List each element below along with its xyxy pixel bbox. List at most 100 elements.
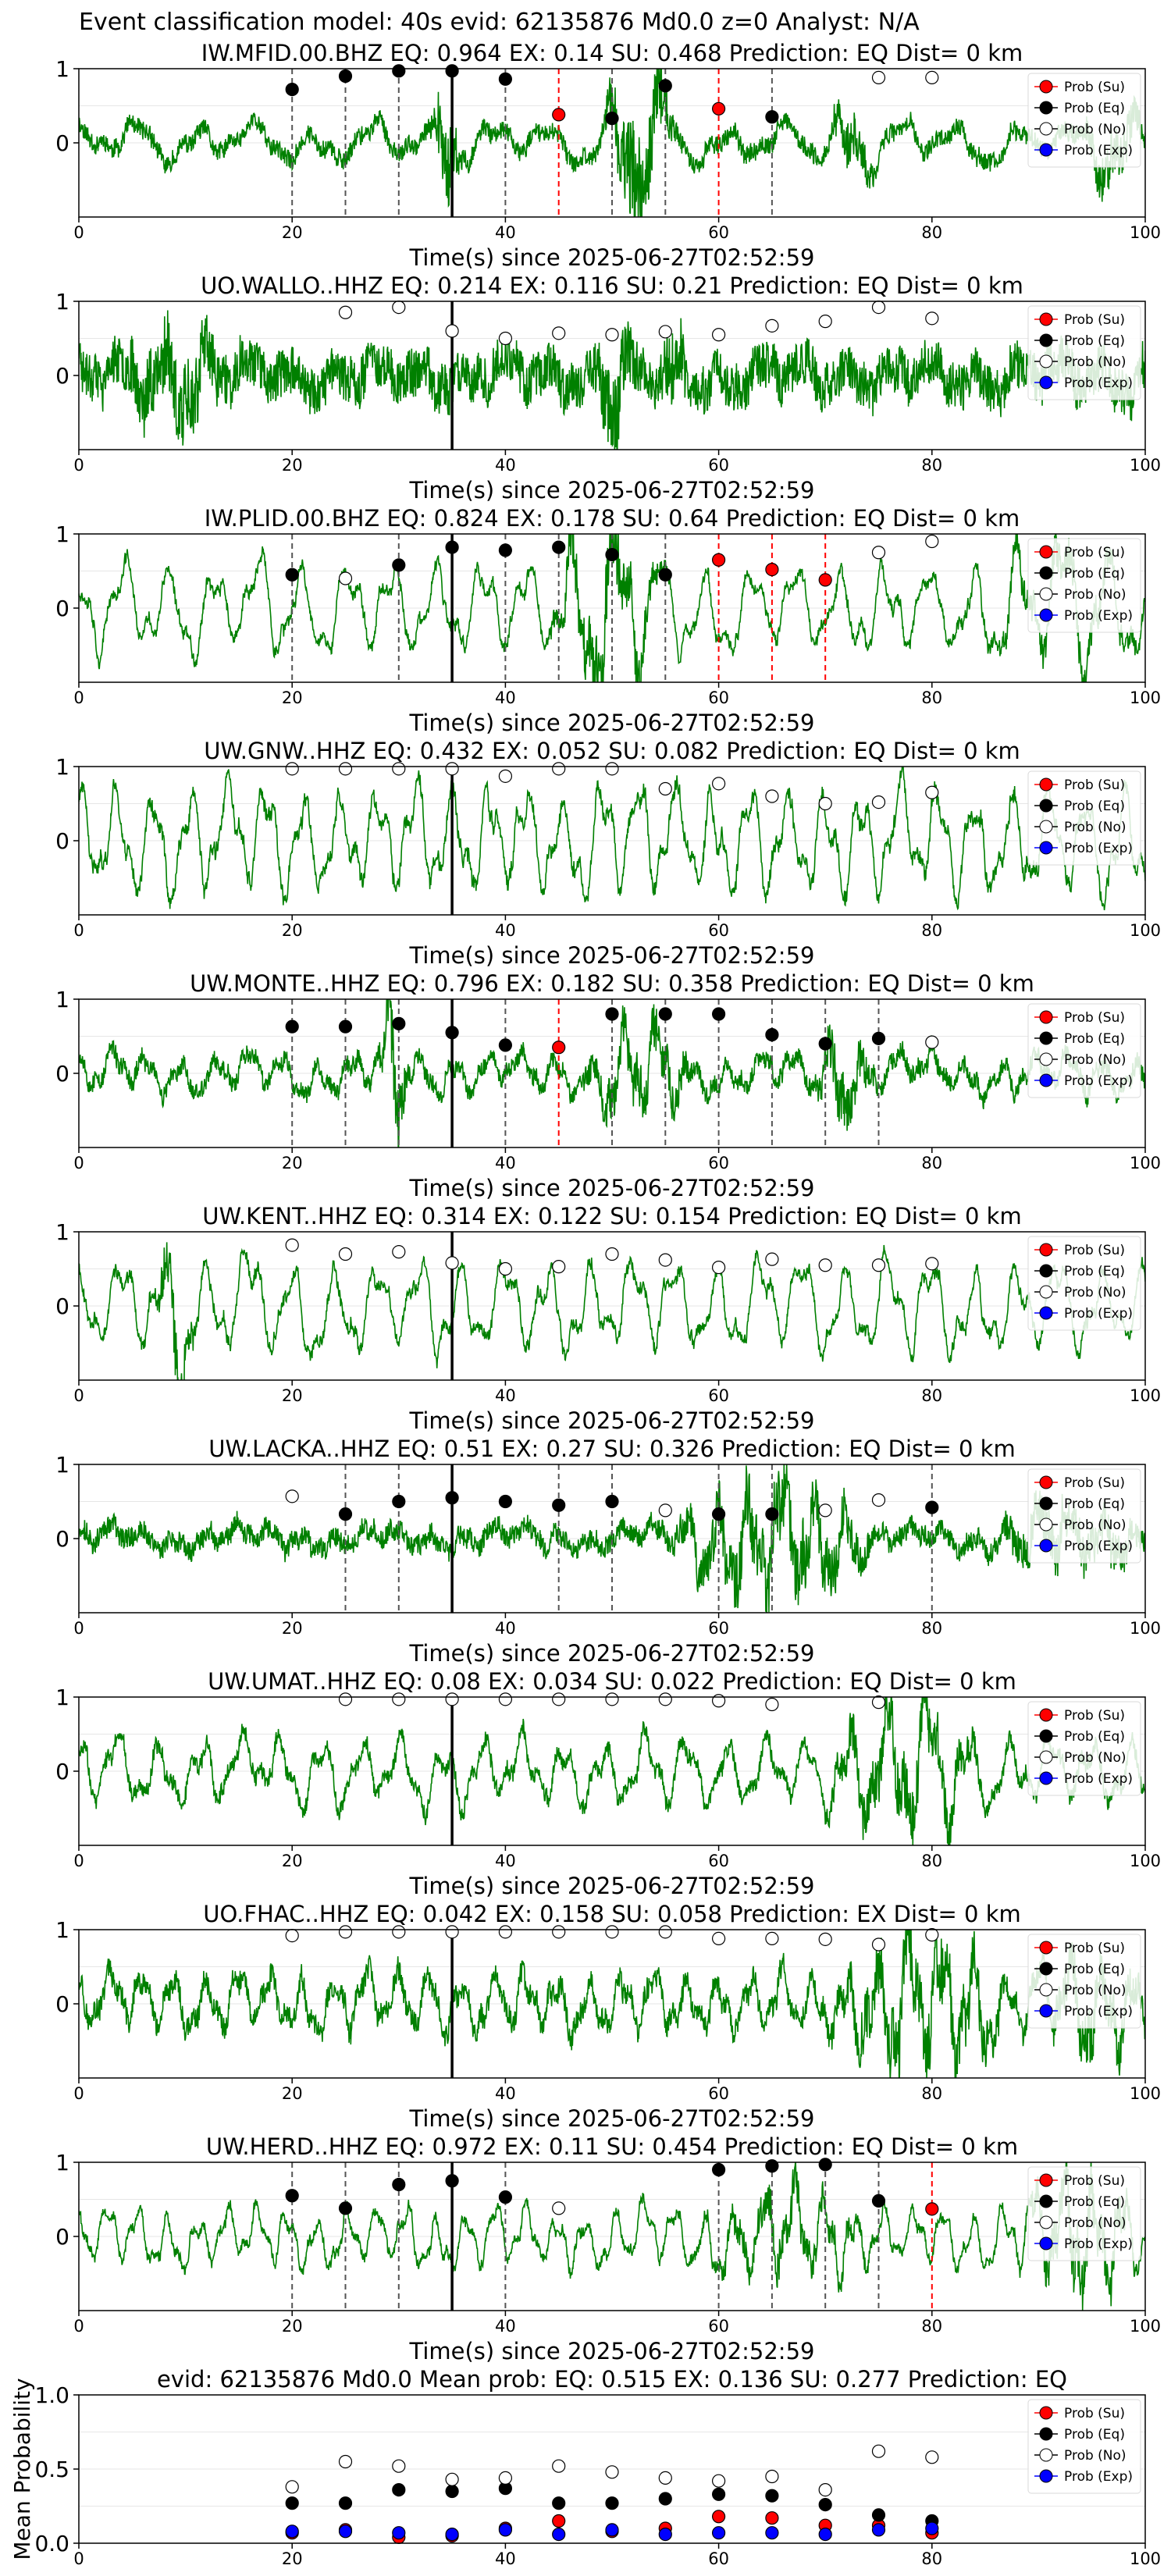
prob-point-eq <box>765 110 779 124</box>
prob-point-eq <box>552 1498 566 1512</box>
prob-point-su <box>818 573 832 587</box>
prob-point-eq <box>658 79 672 93</box>
mean-point-no <box>338 2454 353 2469</box>
figure-title: Event classification model: 40s evid: 62… <box>79 9 920 36</box>
y-tick-label: 1 <box>55 56 69 82</box>
prob-point-no <box>925 1035 939 1049</box>
legend-marker <box>1039 1771 1053 1785</box>
prob-point-no <box>925 785 939 799</box>
legend-marker <box>1039 2004 1053 2018</box>
legend-label: Prob (Su) <box>1064 1475 1125 1491</box>
prob-point-eq <box>925 1500 939 1514</box>
prob-point-eq <box>498 1038 513 1052</box>
prob-point-no <box>871 1937 886 1952</box>
x-tick-label: 0 <box>73 223 84 242</box>
y-tick-label: 1.0 <box>34 2382 69 2408</box>
waveform-line <box>79 767 1145 911</box>
x-tick-label: 60 <box>708 1619 729 1638</box>
x-tick-label: 0 <box>73 1619 84 1638</box>
x-tick-label: 40 <box>495 1154 516 1172</box>
x-tick-label: 20 <box>282 2549 303 2568</box>
prob-point-eq <box>285 1019 299 1034</box>
x-tick-label: 60 <box>708 456 729 475</box>
legend-label: Prob (Su) <box>1064 777 1125 793</box>
x-tick-label: 0 <box>73 688 84 707</box>
mean-point-no <box>392 2459 406 2473</box>
prob-point-no <box>871 546 886 560</box>
legend-label: Prob (Su) <box>1064 1243 1125 1258</box>
legend-label: Prob (Su) <box>1064 1708 1125 1724</box>
prob-point-no <box>285 1489 299 1503</box>
prob-point-no <box>605 1247 619 1261</box>
y-tick-label: 1 <box>55 1917 69 1943</box>
legend-label: Prob (Eq) <box>1064 566 1125 582</box>
prob-point-no <box>338 1247 353 1261</box>
station-panel: UW.MONTE..HHZ EQ: 0.796 EX: 0.182 SU: 0.… <box>55 970 1161 1201</box>
x-tick-label: 20 <box>282 2317 303 2336</box>
mean-point-exp <box>285 2524 299 2539</box>
y-tick-label: 0 <box>55 828 69 854</box>
prob-point-no <box>498 1925 513 1939</box>
prob-point-eq <box>605 547 619 562</box>
prob-point-no <box>871 1258 886 1272</box>
prob-point-no <box>552 326 566 340</box>
prob-point-no <box>392 1925 406 1939</box>
prob-point-no <box>871 70 886 85</box>
panel-title: IW.PLID.00.BHZ EQ: 0.824 EX: 0.178 SU: 0… <box>205 505 1020 532</box>
legend-marker <box>1039 333 1053 347</box>
x-tick-label: 60 <box>708 2317 729 2336</box>
x-tick-label: 80 <box>921 2084 942 2103</box>
x-tick-label: 60 <box>708 688 729 707</box>
legend-label: Prob (Eq) <box>1064 1031 1125 1047</box>
x-tick-label: 80 <box>921 1386 942 1405</box>
station-panel: UO.FHAC..HHZ EQ: 0.042 EX: 0.158 SU: 0.0… <box>55 1901 1161 2132</box>
x-axis-label: Time(s) since 2025-06-27T02:52:59 <box>409 2338 815 2364</box>
x-tick-label: 60 <box>708 1852 729 1870</box>
prob-point-no <box>392 1245 406 1259</box>
legend-marker <box>1039 587 1053 601</box>
prob-point-no <box>445 762 459 776</box>
legend-label: Prob (Exp) <box>1064 143 1133 158</box>
prob-point-no <box>818 796 832 811</box>
mean-point-exp <box>818 2528 832 2542</box>
y-tick-label: 0.0 <box>34 2531 69 2556</box>
panel-title: UO.FHAC..HHZ EQ: 0.042 EX: 0.158 SU: 0.0… <box>203 1901 1021 1927</box>
legend-marker <box>1039 2236 1053 2250</box>
prob-point-eq <box>392 558 406 572</box>
legend-marker <box>1039 1475 1053 1489</box>
prob-point-no <box>338 571 353 585</box>
legend-label: Prob (No) <box>1064 2448 1127 2464</box>
prob-point-eq <box>711 1007 726 1021</box>
legend-label: Prob (No) <box>1064 1983 1127 1998</box>
prob-point-no <box>445 324 459 338</box>
x-tick-label: 20 <box>282 1386 303 1405</box>
prob-point-no <box>338 305 353 319</box>
x-tick-label: 80 <box>921 2549 942 2568</box>
x-axis-label: Time(s) since 2025-06-27T02:52:59 <box>409 1175 815 1201</box>
prob-point-no <box>925 311 939 326</box>
prob-point-no <box>925 534 939 549</box>
mean-point-exp <box>925 2521 939 2535</box>
prob-point-no <box>605 328 619 342</box>
mean-point-no <box>285 2480 299 2494</box>
prob-point-su <box>552 1041 566 1055</box>
legend-label: Prob (Eq) <box>1064 1264 1125 1279</box>
prob-point-eq <box>445 2174 459 2188</box>
prob-point-eq <box>552 540 566 554</box>
x-axis-label: Time(s) since 2025-06-27T02:52:59 <box>409 477 815 503</box>
legend-marker <box>1039 80 1053 94</box>
prob-point-eq <box>818 1037 832 1051</box>
prob-point-eq <box>285 568 299 582</box>
legend-marker <box>1039 1708 1053 1722</box>
x-tick-label: 80 <box>921 1852 942 1870</box>
x-tick-label: 40 <box>495 1619 516 1638</box>
mean-probability-panel: evid: 62135876 Md0.0 Mean prob: EQ: 0.51… <box>9 2366 1161 2568</box>
mean-point-exp <box>392 2526 406 2540</box>
mean-point-no <box>658 2471 672 2485</box>
legend-marker <box>1039 1517 1053 1532</box>
legend-marker <box>1039 2173 1053 2187</box>
legend-label: Prob (Su) <box>1064 1941 1125 1956</box>
legend-marker <box>1039 354 1053 368</box>
legend-label: Prob (Eq) <box>1064 799 1125 814</box>
legend-marker <box>1039 122 1053 136</box>
